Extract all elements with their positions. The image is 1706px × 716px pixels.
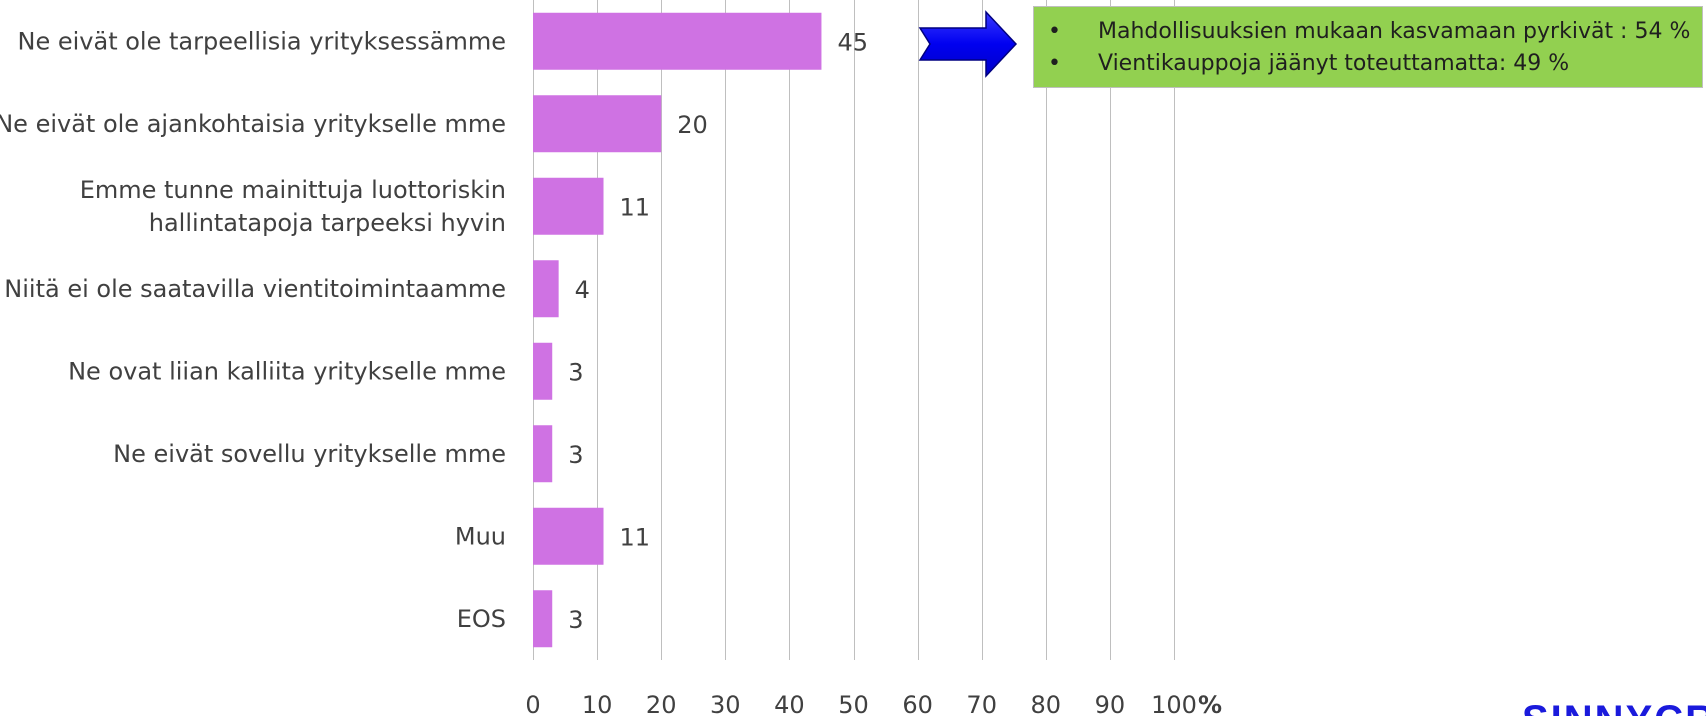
- value-label: 11: [620, 193, 651, 221]
- value-labels: 45 20 11 4 3 3 11 3: [568, 28, 868, 634]
- x-tick-label: 0: [525, 691, 540, 716]
- category-label: Ne ovat liian kalliita yritykselle mme: [68, 357, 506, 385]
- x-tick-label: 70: [966, 691, 997, 716]
- x-tick-label: 40: [774, 691, 805, 716]
- category-label: EOS: [457, 605, 506, 633]
- callout-item-text: Mahdollisuuksien mukaan kasvamaan pyrkiv…: [1098, 19, 1691, 44]
- bars: [533, 12, 822, 648]
- x-tick-label: 50: [838, 691, 869, 716]
- value-label: 3: [568, 606, 583, 634]
- category-label: Emme tunne mainittuja luottoriskin: [80, 176, 506, 204]
- value-label: 20: [677, 111, 708, 139]
- bullet-icon: •: [1048, 51, 1061, 76]
- category-label: Niitä ei ole saatavilla vientitoimintaam…: [4, 275, 506, 303]
- category-label: Ne eivät ole tarpeellisia yrityksessämme: [18, 27, 507, 55]
- value-label: 3: [568, 441, 583, 469]
- bar: [533, 590, 553, 648]
- callout-box: • Mahdollisuuksien mukaan kasvamaan pyrk…: [1033, 6, 1703, 88]
- bar: [533, 507, 604, 565]
- bar: [533, 177, 604, 235]
- callout-item: • Mahdollisuuksien mukaan kasvamaan pyrk…: [1048, 16, 1702, 48]
- x-tick-label: 20: [646, 691, 677, 716]
- x-axis-tick-labels: 0 10 20 30 40 50 60 70 80 90 100%: [525, 691, 1222, 716]
- category-label: Ne eivät ole ajankohtaisia yritykselle m…: [0, 110, 506, 138]
- bar: [533, 12, 822, 70]
- value-label: 3: [568, 358, 583, 386]
- x-axis-unit-label: %: [1198, 691, 1222, 716]
- category-label: Ne eivät sovellu yritykselle mme: [113, 440, 506, 468]
- x-tick-label: 80: [1031, 691, 1062, 716]
- bar: [533, 95, 662, 153]
- right-arrow-icon: [918, 10, 1018, 78]
- callout-item-text: Vientikauppoja jäänyt toteuttamatta: 49 …: [1098, 51, 1570, 76]
- value-label: 11: [620, 523, 651, 551]
- x-tick-label: 100: [1151, 691, 1197, 716]
- category-labels: Ne eivät ole tarpeellisia yrityksessämme…: [0, 27, 506, 633]
- x-tick-label: 60: [902, 691, 933, 716]
- bar: [533, 425, 553, 483]
- x-tick-label: 30: [710, 691, 741, 716]
- x-tick-label: 10: [582, 691, 613, 716]
- bar: [533, 260, 559, 318]
- value-label: 45: [837, 28, 868, 56]
- bullet-icon: •: [1048, 19, 1061, 44]
- x-tick-label: 90: [1095, 691, 1126, 716]
- category-label: Muu: [455, 522, 506, 550]
- bar: [533, 342, 553, 400]
- value-label: 4: [575, 276, 590, 304]
- callout-item: • Vientikauppoja jäänyt toteuttamatta: 4…: [1048, 48, 1702, 80]
- category-label: hallintatapoja tarpeeksi hyvin: [149, 209, 506, 237]
